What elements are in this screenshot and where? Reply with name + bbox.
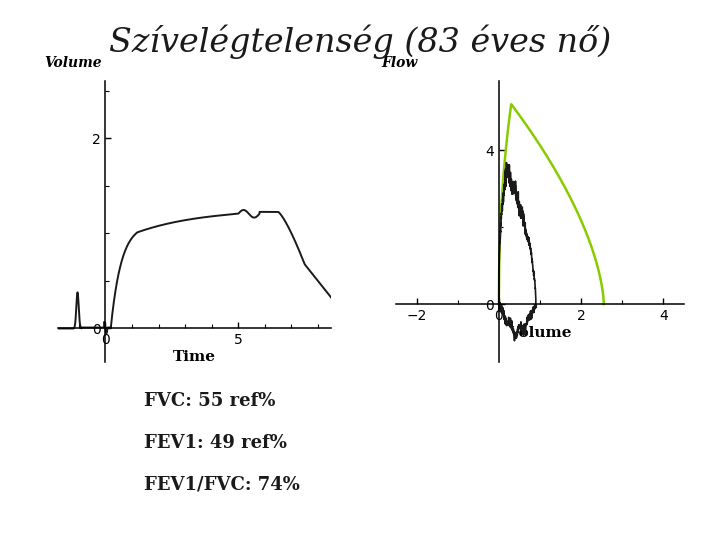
X-axis label: Time: Time — [173, 350, 216, 364]
Text: FVC: 55 ref%: FVC: 55 ref% — [144, 392, 276, 409]
Text: Szívelégtelenség (83 éves nő): Szívelégtelenség (83 éves nő) — [109, 24, 611, 59]
Text: FEV1: 49 ref%: FEV1: 49 ref% — [144, 434, 287, 451]
Text: FEV1/FVC: 74%: FEV1/FVC: 74% — [144, 476, 300, 494]
X-axis label: Volume: Volume — [508, 326, 572, 340]
Text: Volume: Volume — [44, 56, 102, 70]
Text: Flow: Flow — [382, 56, 418, 70]
